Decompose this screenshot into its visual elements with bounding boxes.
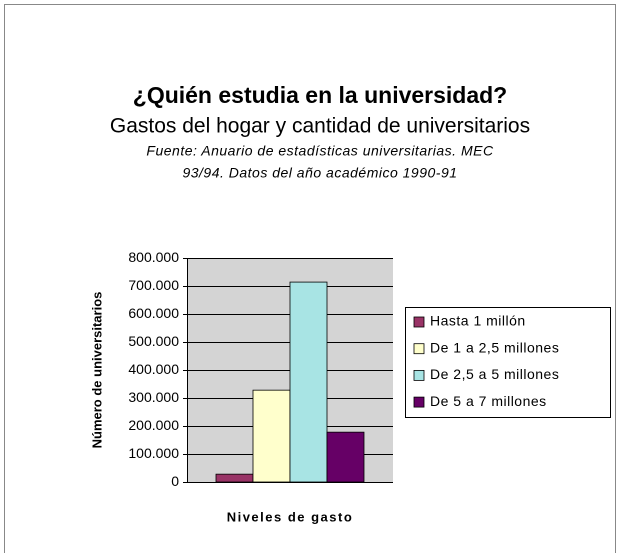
bar bbox=[326, 431, 365, 483]
y-tick-label: 200.000 bbox=[128, 417, 179, 433]
y-tick-label: 500.000 bbox=[128, 333, 179, 349]
y-tick-label: 800.000 bbox=[128, 249, 179, 265]
y-tick-label: 300.000 bbox=[128, 389, 179, 405]
legend-box bbox=[405, 307, 611, 418]
y-tick-label: 100.000 bbox=[128, 445, 179, 461]
legend-swatch bbox=[413, 343, 425, 355]
y-tick-label: 0 bbox=[171, 473, 179, 489]
chart-title: ¿Quién estudia en la universidad? bbox=[133, 82, 507, 108]
legend-label: De 1 a 2,5 millones bbox=[430, 339, 559, 355]
x-axis-label: Niveles de gasto bbox=[227, 509, 354, 524]
legend-label: Hasta 1 millón bbox=[430, 313, 526, 329]
y-tick-label: 600.000 bbox=[128, 305, 179, 321]
legend-swatch bbox=[413, 369, 425, 381]
bar bbox=[252, 389, 291, 483]
legend-swatch bbox=[413, 316, 425, 328]
bar bbox=[289, 281, 328, 483]
y-tick-label: 700.000 bbox=[128, 277, 179, 293]
y-axis-label: Número de universitarios bbox=[89, 292, 104, 449]
y-tick-label: 400.000 bbox=[128, 361, 179, 377]
legend-label: De 2,5 a 5 millones bbox=[430, 366, 559, 382]
source-line: 93/94. Datos del año académico 1990-91 bbox=[182, 165, 457, 181]
chart-subtitle: Gastos del hogar y cantidad de universit… bbox=[110, 115, 530, 138]
bar bbox=[215, 473, 254, 483]
legend-swatch bbox=[413, 396, 425, 408]
legend-label: De 5 a 7 millones bbox=[430, 393, 547, 409]
source-line: Fuente: Anuario de estadísticas universi… bbox=[146, 143, 494, 159]
